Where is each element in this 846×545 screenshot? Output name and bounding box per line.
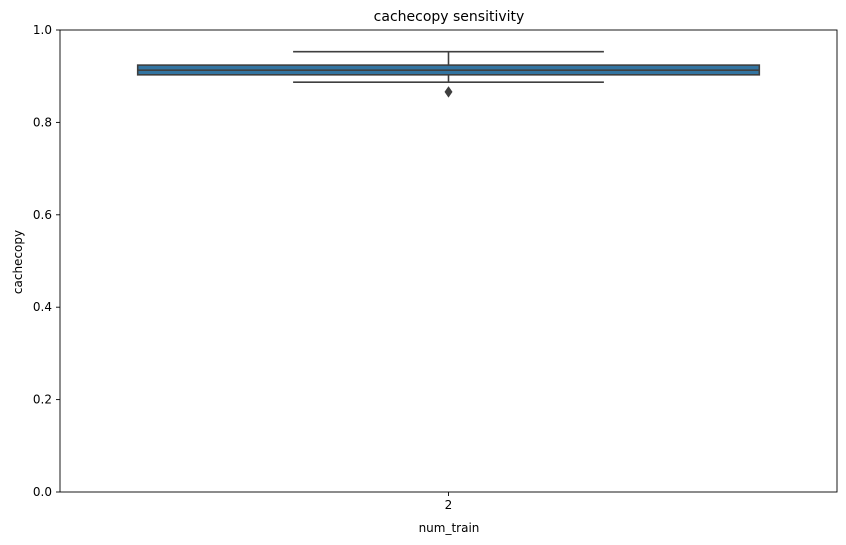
box-group [136,50,761,98]
outlier-point [444,86,453,98]
y-tick-label: 0.0 [33,485,52,499]
y-tick-label: 0.2 [33,393,52,407]
chart-title: cachecopy sensitivity [374,9,525,25]
y-tick-label: 0.6 [33,208,52,222]
y-axis: 0.0 0.2 0.4 0.6 0.8 1.0 [33,23,60,499]
y-tick-label: 0.8 [33,115,52,129]
x-axis-label: num_train [419,521,480,535]
axes-frame [59,29,838,493]
y-tick-label: 0.4 [33,300,52,314]
y-tick-label: 1.0 [33,23,52,37]
x-tick-label: 2 [445,498,453,512]
plot-area [59,29,838,493]
x-axis: 2 [445,492,453,512]
y-axis-label: cachecopy [11,230,25,294]
